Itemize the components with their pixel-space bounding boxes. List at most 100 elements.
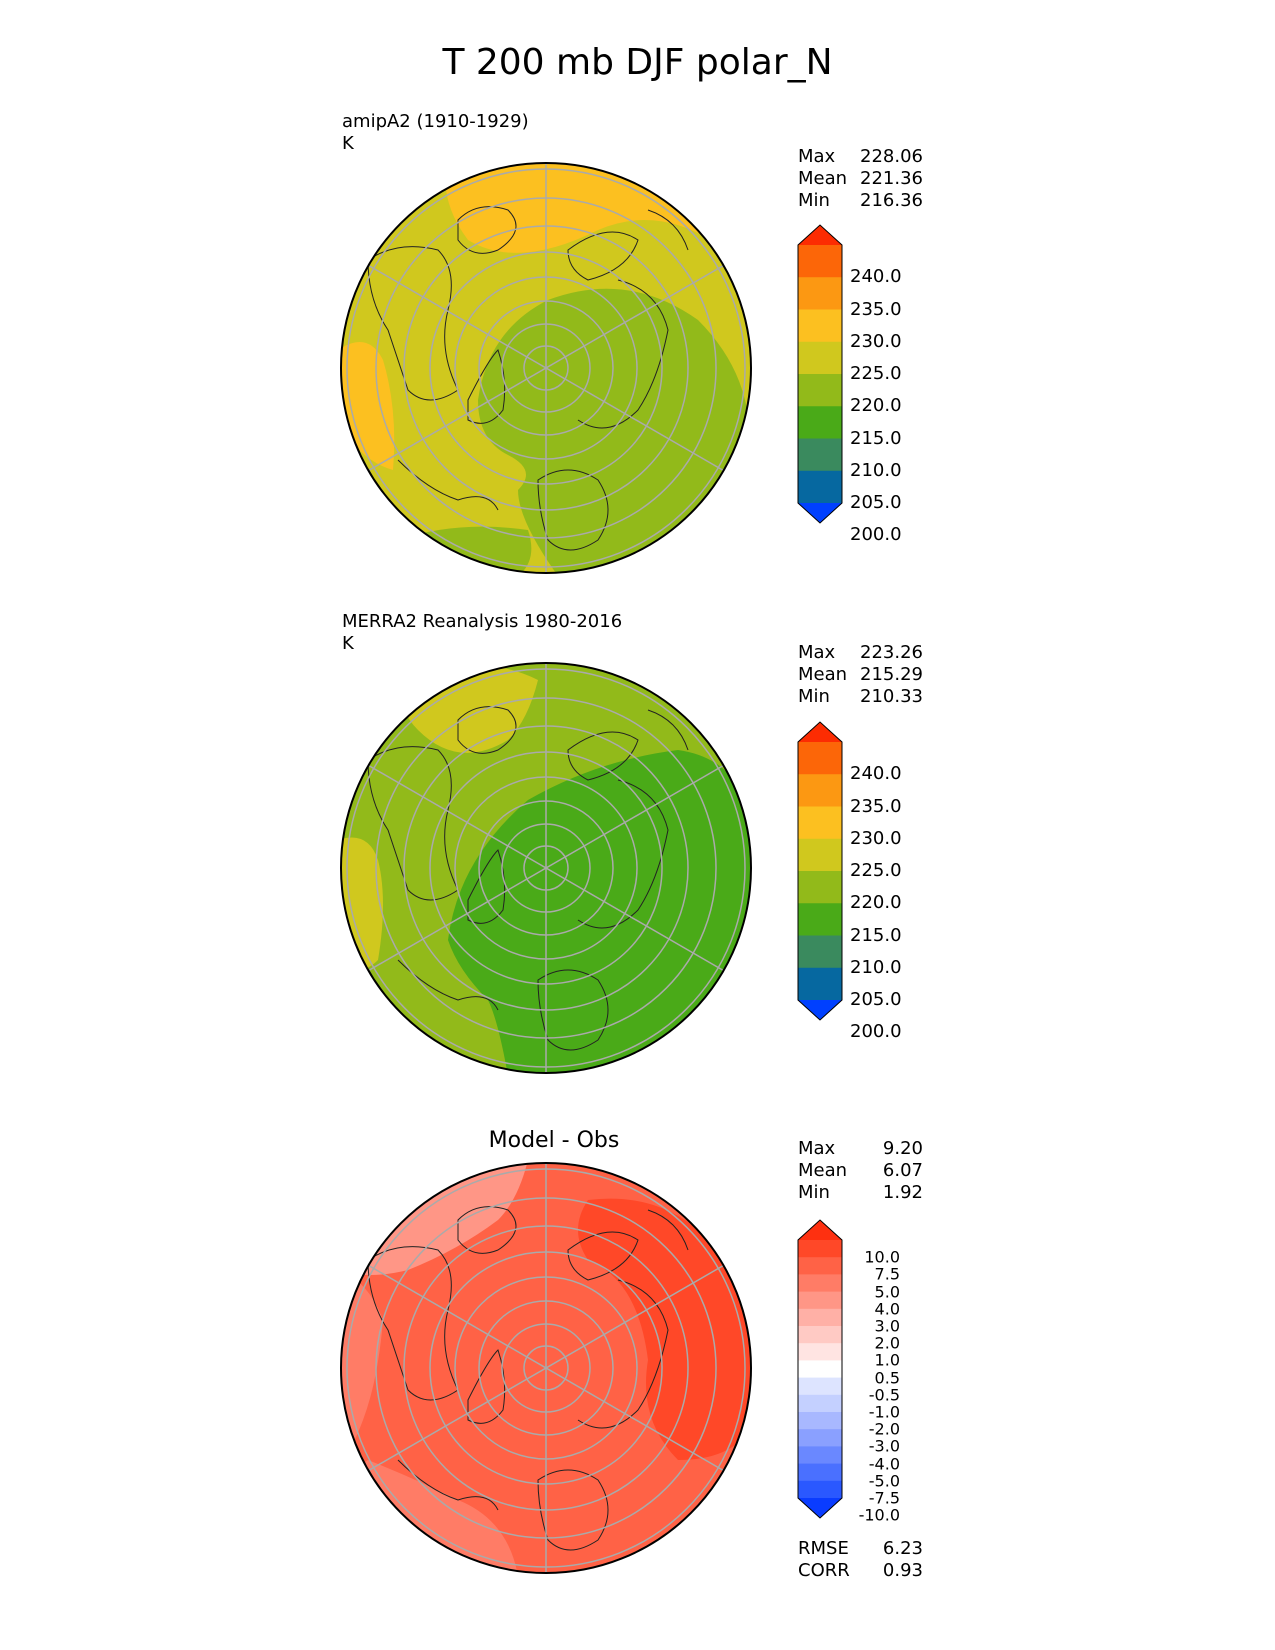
colorbar-extend-top [798, 722, 842, 742]
colorbar-tick-label: -1.0 [868, 1402, 900, 1422]
colorbar-bin [798, 1291, 842, 1310]
colorbar-tick-label: 220.0 [850, 395, 902, 417]
colorbar-bin [798, 1274, 842, 1293]
stat-mean-label: Mean [798, 664, 848, 685]
colorbar-bin [798, 1326, 842, 1344]
colorbar-tick-label: 3.0 [874, 1316, 900, 1336]
obs-colorbar: 240.0 235.0 230.0 225.0 220.0 215.0 210.0 205.0… [797, 721, 902, 1041]
model-polar-map [340, 162, 752, 574]
stat-mean-label: Mean [798, 1160, 848, 1181]
obs-graticule [346, 663, 746, 1073]
colorbar-bin [798, 438, 842, 472]
stat-mean-value: 221.36 [860, 168, 923, 189]
colorbar-extend-top [798, 225, 842, 245]
colorbar-tick-label: 240.0 [850, 763, 902, 785]
colorbar-tick-label: -5.0 [868, 1471, 900, 1491]
model-colorbar: 240.0 235.0 230.0 225.0 220.0 215.0 210.0 205.0… [797, 224, 902, 544]
model-dataset-label: amipA2 (1910-1929) [342, 111, 529, 132]
colorbar-bin [798, 1343, 842, 1361]
colorbar-tick-label: 225.0 [850, 363, 902, 384]
colorbar-tick-label: 2.0 [874, 1333, 900, 1353]
model-panel-label: amipA2 (1910-1929) K [342, 111, 529, 155]
colorbar-tick-label: 0.5 [874, 1368, 900, 1388]
colorbar-outline [797, 224, 843, 524]
colorbar-tick-label: -0.5 [868, 1385, 900, 1405]
stat-max-label: Max [798, 642, 836, 663]
corr-label: CORR [798, 1560, 850, 1581]
diff-panel-title: Model - Obs [488, 1128, 620, 1153]
stat-min-value: 1.92 [882, 1182, 923, 1203]
colorbar-bin [798, 1480, 842, 1499]
diff-metrics: RMSE 6.23 CORR 0.93 [798, 1538, 923, 1582]
colorbar-graphic [797, 721, 843, 1021]
colorbar-extend-bottom [798, 1498, 842, 1518]
colorbar-tick-label: -2.0 [868, 1419, 900, 1439]
colorbar-bin [798, 245, 842, 278]
colorbar-bin [798, 1257, 842, 1275]
colorbar-tick-label: 5.0 [874, 1282, 900, 1302]
colorbar-tick-label: 10.0 [864, 1247, 900, 1267]
colorbar-tick-label: 200.0 [850, 1021, 902, 1043]
diff-colorbar: 10.0 7.5 5.0 4.0 3.0 2.0 1.0 0.5 -0.5 -1.0 -2.0 -3.… [797, 1219, 900, 1523]
stat-min-label: Min [798, 686, 830, 707]
obs-field-cold [448, 750, 751, 1073]
colorbar-bin [798, 806, 842, 840]
colorbar-bin [798, 341, 842, 375]
colorbar-tick-label: 220.0 [850, 892, 902, 914]
colorbar-bin [798, 374, 842, 407]
colorbar-tick-label: 200.0 [850, 524, 902, 546]
stat-min-value: 216.36 [860, 190, 923, 211]
colorbar-bin [798, 967, 842, 1001]
colorbar-outline [797, 1219, 843, 1519]
colorbar-outline [797, 721, 843, 1021]
colorbar-tick-label: -3.0 [868, 1436, 900, 1456]
colorbar-bin [798, 1240, 842, 1258]
colorbar-bin [798, 1394, 842, 1413]
stat-max-label: Max [798, 146, 836, 167]
colorbar-extend-bottom [798, 1000, 842, 1020]
colorbar-tick-label: -10.0 [858, 1505, 900, 1525]
colorbar-bin [798, 1429, 842, 1447]
colorbar-tick-label: 215.0 [850, 924, 902, 946]
stat-min-label: Min [798, 1182, 830, 1203]
rmse-label: RMSE [798, 1538, 849, 1559]
colorbar-tick-label: 215.0 [850, 427, 902, 449]
obs-dataset-label: MERRA2 Reanalysis 1980-2016 [342, 611, 623, 632]
model-graticule [346, 163, 746, 573]
colorbar-bin [798, 838, 842, 872]
obs-panel-label: MERRA2 Reanalysis 1980-2016 K [342, 611, 622, 655]
colorbar-tick-label: 230.0 [850, 330, 902, 352]
colorbar-bin [798, 935, 842, 969]
colorbar-bin [798, 470, 842, 504]
colorbar-tick-label: 4.0 [874, 1299, 900, 1319]
colorbar-tick-label: 1.0 [874, 1350, 900, 1370]
colorbar-bin [798, 742, 842, 775]
colorbar-tick-label: -7.5 [868, 1488, 900, 1508]
stat-min-value: 210.33 [860, 686, 923, 707]
obs-units-label: K [342, 633, 354, 654]
diff-graticule [346, 1163, 746, 1573]
obs-polar-map [340, 662, 752, 1074]
model-units-label: K [342, 133, 354, 154]
colorbar-bin [798, 774, 842, 807]
colorbar-bin [798, 277, 842, 310]
stat-mean-value: 6.07 [882, 1160, 923, 1181]
model-coastlines [367, 206, 689, 551]
stat-mean-value: 215.29 [860, 664, 923, 685]
colorbar-bin [798, 1360, 842, 1379]
colorbar-extend-bottom [798, 503, 842, 523]
colorbar-bin [798, 871, 842, 904]
colorbar-tick-label: 7.5 [874, 1264, 900, 1284]
colorbar-graphic [797, 224, 843, 524]
colorbar-graphic [797, 1219, 843, 1519]
diff-field-weak-left [341, 1270, 383, 1460]
colorbar-tick-label: 240.0 [850, 266, 902, 288]
obs-stats: Max 223.26 Mean 215.29 Min 210.33 [798, 642, 923, 708]
model-stats: Max 228.06 Mean 221.36 Min 216.36 [798, 146, 923, 212]
colorbar-bin [798, 1412, 842, 1430]
rmse-value: 6.23 [882, 1538, 923, 1559]
colorbar-tick-label: 205.0 [850, 492, 902, 513]
colorbar-tick-label: 205.0 [850, 989, 902, 1010]
diff-polar-map [340, 1162, 752, 1574]
colorbar-bin [798, 309, 842, 343]
